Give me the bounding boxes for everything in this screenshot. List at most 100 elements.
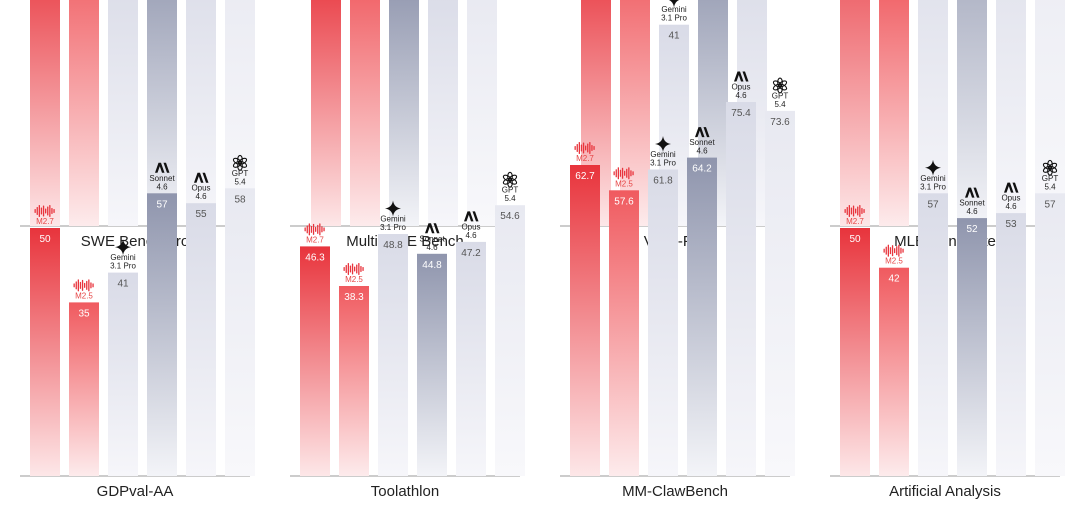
minimax-wave-icon — [343, 263, 364, 276]
bar — [1035, 193, 1065, 477]
bar-value-label: 61.8 — [653, 176, 673, 187]
gemini-sparkle-icon — [655, 135, 671, 152]
model-label: Gemini — [661, 5, 687, 14]
model-label: Gemini — [920, 174, 946, 183]
model-label: Opus — [731, 83, 750, 92]
bar-value-label: 44.8 — [422, 260, 442, 271]
minimax-wave-icon — [34, 205, 55, 217]
model-label: M2.5 — [345, 275, 363, 284]
model-label: 3.1 Pro — [650, 159, 676, 168]
bar — [311, 0, 341, 226]
anthropic-icon — [965, 187, 980, 198]
bar-value-label: 62.7 — [575, 171, 595, 182]
model-label: 4.6 — [156, 182, 168, 191]
bar — [339, 286, 369, 476]
bar-value-label: 48.8 — [383, 240, 403, 251]
model-label: Sonnet — [689, 138, 715, 147]
bar-value-label: 57 — [156, 199, 168, 210]
minimax-wave-icon — [844, 205, 865, 217]
bar — [918, 0, 948, 226]
model-label: M2.5 — [885, 257, 903, 266]
model-label: 3.1 Pro — [110, 262, 136, 271]
bar-value-label: 57 — [927, 199, 939, 210]
bar — [879, 0, 909, 226]
model-label: 3.1 Pro — [920, 182, 946, 191]
bar — [1035, 0, 1065, 227]
bar — [840, 228, 870, 476]
model-label: GPT — [1042, 174, 1059, 183]
bar — [389, 0, 419, 226]
bar — [30, 0, 60, 226]
bar-value-label: 58 — [234, 194, 246, 205]
bar — [350, 0, 380, 226]
bar — [648, 169, 678, 476]
bar — [570, 165, 600, 476]
chart-title: Artificial Analysis — [889, 483, 1001, 500]
model-label: GPT — [502, 186, 519, 195]
model-label: 4.6 — [696, 147, 708, 156]
model-label: 4.6 — [966, 207, 978, 216]
bar-value-label: 64.2 — [692, 164, 712, 175]
model-label: Opus — [461, 222, 480, 231]
gemini-sparkle-icon — [385, 200, 401, 217]
model-label: Gemini — [650, 150, 676, 159]
chart-title: MM-ClawBench — [622, 483, 728, 500]
anthropic-icon — [734, 71, 749, 82]
gemini-sparkle-icon — [668, 0, 680, 8]
anthropic-icon — [155, 162, 170, 173]
model-label: 3.1 Pro — [380, 223, 406, 232]
model-label: Opus — [1001, 194, 1020, 203]
benchmark-chart: Toolathlon 46.3 M2.7 38.3 M2.5 48.8 Gemini3.1 … — [290, 171, 525, 500]
bar-value-label: 49 — [476, 0, 488, 2]
bar — [687, 157, 717, 476]
bar — [417, 253, 447, 476]
model-label: 4.6 — [735, 91, 747, 100]
model-label: 4.6 — [195, 192, 207, 201]
bar-value-label: 57 — [1044, 199, 1056, 210]
benchmark-chart: Artificial Analysis 50 M2.7 42 M2.5 57 Gemini3… — [830, 159, 1065, 500]
model-label: M2.7 — [576, 154, 594, 163]
bar-value-label: 50 — [849, 234, 861, 245]
benchmark-chart: Multi-SWE Bench52.7M2.751.3M2.551Sonnet4… — [290, 0, 520, 250]
model-label: Gemini — [380, 215, 406, 224]
bar — [378, 234, 408, 476]
minimax-wave-icon — [73, 279, 94, 292]
model-label: 5.4 — [774, 100, 786, 109]
model-label: GPT — [772, 91, 789, 100]
bar-value-label: 75.4 — [731, 108, 751, 119]
bar — [495, 205, 525, 476]
bar-value-label: 41 — [668, 31, 680, 42]
bar-value-label: 52 — [966, 224, 978, 235]
bar — [108, 0, 138, 227]
benchmark-chart: SWE Bench Pro56.2M2.755.4M2.554.2Gemini3… — [20, 0, 255, 250]
anthropic-icon — [425, 223, 440, 234]
bar — [840, 0, 870, 226]
minimax-wave-icon — [574, 142, 595, 155]
anthropic-icon — [1004, 182, 1019, 193]
model-label: 4.6 — [465, 231, 477, 240]
bar-value-label: 53 — [1005, 219, 1017, 230]
bar — [996, 213, 1026, 476]
model-label: Sonnet — [149, 174, 175, 183]
bar-value-label: 73.6 — [770, 117, 790, 128]
model-label: Sonnet — [419, 234, 445, 243]
model-label: M2.7 — [36, 217, 54, 226]
bar-value-label: 54.6 — [500, 211, 520, 222]
model-label: 5.4 — [504, 194, 516, 203]
minimax-wave-icon — [883, 244, 904, 257]
bar — [428, 0, 458, 226]
anthropic-icon — [464, 211, 479, 222]
bar — [620, 0, 650, 227]
bar — [147, 0, 177, 226]
model-label: M2.5 — [615, 179, 633, 188]
bar — [186, 0, 216, 226]
gemini-sparkle-icon — [925, 159, 941, 176]
openai-icon — [232, 154, 248, 171]
model-label: Sonnet — [959, 199, 985, 208]
bar — [957, 218, 987, 476]
bar — [918, 193, 948, 477]
bar — [225, 188, 255, 477]
